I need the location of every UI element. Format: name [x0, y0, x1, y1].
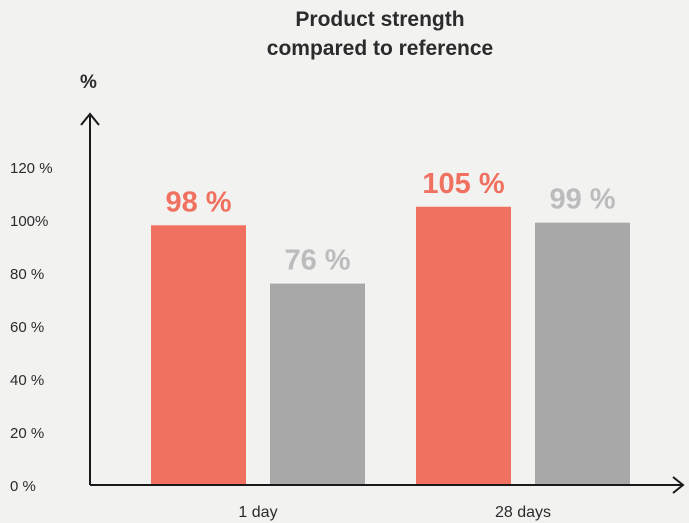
data-label-s2-2: 99 %: [549, 184, 615, 216]
y-tick-label-120: 120 %: [10, 160, 53, 177]
bar-s2-2: [535, 222, 630, 485]
data-label-s1-1: 98 %: [165, 186, 231, 218]
data-label-s1-2: 105 %: [422, 168, 504, 200]
bar-s1-1: [151, 225, 246, 486]
x-axis-arrow: [672, 476, 685, 494]
y-tick-label-40: 40 %: [10, 372, 44, 389]
y-tick-label-0: 0 %: [10, 478, 36, 495]
data-label-s2-1: 76 %: [284, 245, 350, 277]
y-tick-label-20: 20 %: [10, 425, 44, 442]
x-tick-label-2: 28 days: [495, 504, 551, 521]
y-tick-label-80: 80 %: [10, 266, 44, 283]
y-axis-label: %: [80, 72, 97, 93]
chart-title-line-1: Product strength: [295, 8, 465, 31]
y-tick-label-60: 60 %: [10, 319, 44, 336]
y-tick-label-100: 100%: [10, 213, 48, 230]
bar-s2-1: [270, 283, 365, 485]
bar-s1-2: [416, 206, 511, 485]
y-axis-arrow: [80, 112, 100, 126]
chart-title-line-2: compared to reference: [266, 37, 494, 60]
x-tick-label-1: 1 day: [238, 504, 277, 521]
